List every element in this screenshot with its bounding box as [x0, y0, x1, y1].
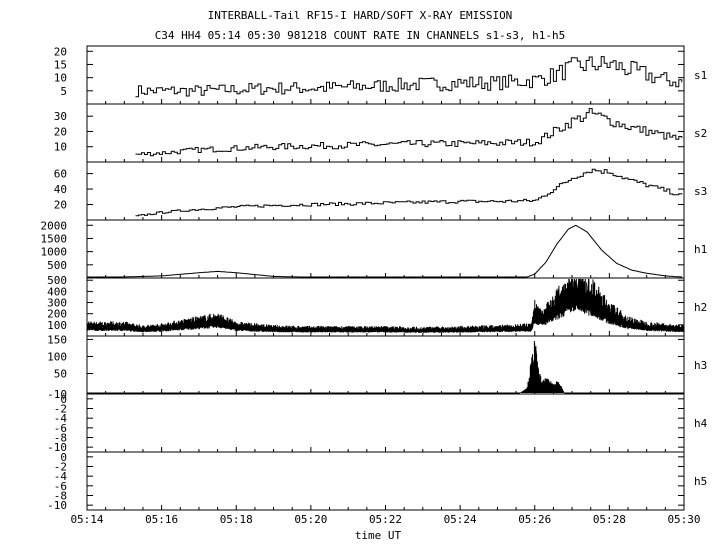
channel-label-s2: s2	[694, 127, 707, 140]
series-h3	[87, 341, 684, 394]
y-tick-label: 50	[54, 368, 67, 381]
panel-frame	[86, 161, 685, 221]
y-tick-label: 500	[47, 274, 67, 287]
y-tick-label: -10	[47, 499, 67, 512]
y-tick-label: 5	[60, 85, 67, 98]
x-tick-label: 05:14	[70, 513, 103, 526]
y-tick-label: 200	[47, 308, 67, 321]
y-tick-label: 20	[54, 199, 67, 212]
y-tick-label: 0	[60, 451, 67, 464]
channel-label-h5: h5	[694, 475, 707, 488]
x-tick-label: 05:22	[369, 513, 402, 526]
panel-s3: 20 40 60 s3	[54, 161, 707, 221]
panel-frame	[86, 335, 685, 395]
chart-subtitle: C34 HH4 05:14 05:30 981218 COUNT RATE IN…	[154, 29, 566, 42]
x-tick-label: 05:24	[444, 513, 477, 526]
x-tick-label: 05:28	[593, 513, 626, 526]
panel-h5: -10-8-6-4-20 h5	[47, 451, 707, 512]
y-tick-label: -8	[54, 490, 67, 503]
y-tick-label: 20	[54, 125, 67, 138]
y-tick-label: 10	[54, 72, 67, 85]
x-tick-label: 05:30	[667, 513, 700, 526]
x-tick-label: 05:16	[145, 513, 178, 526]
y-tick-label: -2	[54, 461, 67, 474]
y-tick-label: 300	[47, 297, 67, 310]
y-tick-label: 2000	[41, 219, 68, 232]
y-tick-label: -2	[54, 403, 67, 416]
y-tick-label: 150	[47, 333, 67, 346]
y-tick-label: 1500	[41, 232, 68, 245]
series-h1	[87, 224, 683, 278]
panel-frame	[86, 45, 685, 105]
series-h2	[86, 279, 685, 333]
x-tick-label: 05:26	[518, 513, 551, 526]
panel-s2: 10 20 30 s2	[54, 103, 707, 163]
chart-title: INTERBALL-Tail RF15-I HARD/SOFT X-RAY EM…	[207, 9, 513, 22]
channel-label-s3: s3	[694, 185, 707, 198]
panel-frame	[86, 451, 685, 511]
y-tick-label: -4	[54, 470, 68, 483]
y-tick-label: -6	[54, 480, 67, 493]
panel-h3: -10 50 100 150 h3	[47, 333, 707, 401]
panel-h4: -10-8-6-4-20 h4	[47, 393, 707, 454]
series-s2	[135, 108, 683, 157]
y-tick-label: -10	[47, 441, 67, 454]
y-tick-label: 1000	[41, 246, 68, 259]
y-tick-label: 15	[54, 58, 67, 71]
y-tick-label: 100	[47, 319, 67, 332]
y-tick-label: -4	[54, 412, 68, 425]
panel-frame	[86, 219, 685, 279]
series-s3	[135, 168, 683, 217]
x-tick-label: 05:20	[294, 513, 327, 526]
y-tick-label: 100	[47, 350, 67, 363]
y-tick-label: 30	[54, 110, 67, 123]
y-tick-label: 10	[54, 141, 67, 154]
channel-label-h3: h3	[694, 359, 707, 372]
y-tick-label: 400	[47, 285, 67, 298]
y-tick-label: -6	[54, 422, 67, 435]
y-tick-label: 20	[54, 45, 67, 58]
x-tick-label: 05:18	[220, 513, 253, 526]
y-tick-label: 500	[47, 259, 67, 272]
series-s1	[135, 56, 683, 98]
panel-frame	[86, 393, 685, 453]
y-tick-label: 0	[60, 393, 67, 406]
x-axis-label: time UT	[355, 529, 402, 542]
channel-label-h1: h1	[694, 243, 707, 256]
y-tick-label: 60	[54, 168, 67, 181]
channel-label-s1: s1	[694, 69, 707, 82]
y-tick-label: 40	[54, 183, 67, 196]
y-tick-label: -8	[54, 432, 67, 445]
channel-label-h4: h4	[694, 417, 708, 430]
y-tick-label: -10	[47, 388, 67, 401]
channel-label-h2: h2	[694, 301, 707, 314]
